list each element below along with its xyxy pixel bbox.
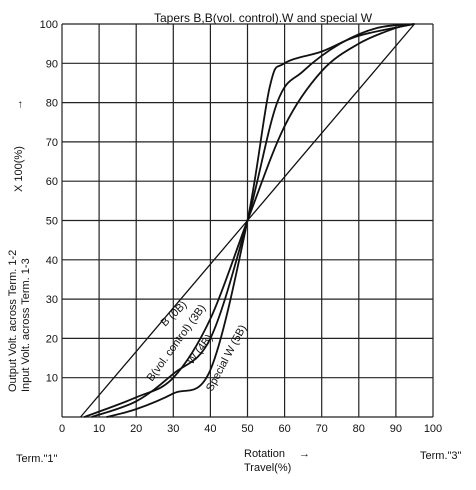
x-tick-label: 90: [390, 423, 402, 435]
x-tick-label: 100: [424, 423, 442, 435]
y-axis-label-suffix: X 100(%): [13, 146, 25, 192]
x-tick-label: 0: [59, 423, 65, 435]
term-3-label: Term."3": [420, 450, 462, 462]
term-1-label: Term."1": [16, 453, 58, 465]
y-tick-label: 40: [46, 255, 58, 267]
x-tick-label: 80: [353, 423, 365, 435]
x-axis-label-travel: Travel(%): [244, 462, 291, 474]
y-axis-label-line-1: Output Volt. across Term. 1-2: [7, 250, 19, 392]
x-tick-label: 10: [93, 423, 105, 435]
x-tick-label: 40: [204, 423, 216, 435]
x-tick-label: 60: [278, 423, 290, 435]
chart-title: Tapers B,B(vol. control).W and special W: [154, 11, 373, 25]
tick-labels: 0 10 20 30 40 50 60 70 80 90 100 10 20 30 40 50 60 70 80 90…: [40, 19, 443, 435]
y-tick-label: 60: [46, 176, 58, 188]
x-tick-label: 30: [167, 423, 179, 435]
y-tick-label: 30: [46, 294, 58, 306]
grid: [61, 23, 434, 418]
y-tick-label: 70: [46, 137, 58, 149]
x-tick-label: 50: [241, 423, 253, 435]
x-axis-arrow: →: [299, 448, 310, 460]
y-axis-label-line-2: Input Volt. across Term. 1-3: [20, 258, 32, 392]
y-axis-arrow: →: [13, 99, 25, 110]
x-tick-label: 20: [130, 423, 142, 435]
y-axis-label: Output Volt. across Term. 1-2 Input Volt…: [7, 99, 32, 392]
x-tick-label: 70: [316, 423, 328, 435]
y-tick-label: 100: [40, 19, 58, 31]
x-axis-label-rotation: Rotation: [244, 448, 285, 460]
y-tick-label: 50: [46, 216, 58, 228]
y-tick-label: 90: [46, 58, 58, 70]
series-special-w-5b: [106, 23, 415, 418]
series-b-vol-control-3b: [83, 23, 415, 418]
y-tick-label: 20: [46, 333, 58, 345]
y-tick-label: 80: [46, 98, 58, 110]
series-group: [80, 23, 415, 418]
y-tick-label: 10: [46, 373, 58, 385]
